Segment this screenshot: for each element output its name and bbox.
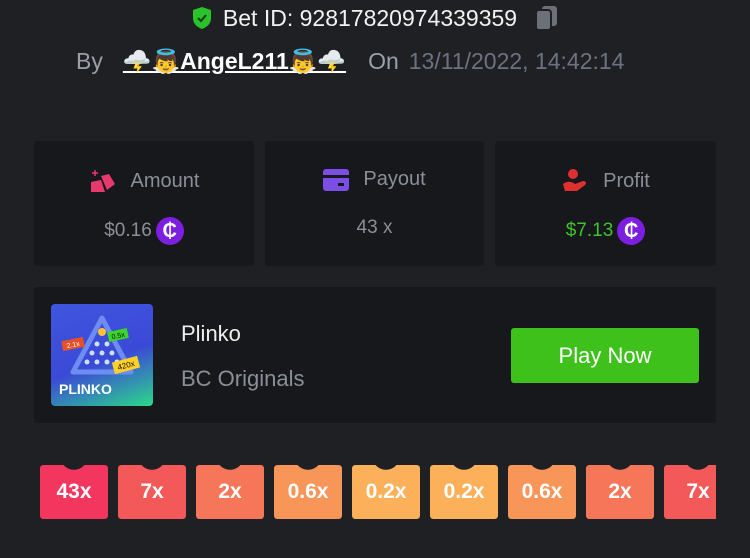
multiplier-tile: 0.6x [508, 465, 576, 519]
by-label: By [76, 48, 103, 74]
copy-icon[interactable] [533, 4, 559, 32]
bet-id: Bet ID: 92817820974339359 [222, 4, 518, 31]
verified-shield-icon [192, 7, 211, 29]
multiplier-tile: 2x [586, 465, 654, 519]
bet-id-row: Bet ID: 92817820974339359 [0, 4, 750, 32]
plinko-logo-icon: 2.1x 0.5x 420x PLINKO [59, 315, 141, 397]
game-name[interactable]: Plinko [181, 321, 241, 346]
multiplier-tile: 7x [118, 465, 186, 519]
svg-text:PLINKO: PLINKO [59, 381, 112, 397]
multiplier-tile: 2x [196, 465, 264, 519]
game-panel: 2.1x 0.5x 420x PLINKO Plinko BC Original… [34, 287, 716, 423]
payout-value: 43 x [356, 217, 393, 238]
multiplier-tile: 0.2x [352, 465, 420, 519]
play-now-button[interactable]: Play Now [511, 328, 699, 383]
amount-icon [90, 170, 115, 192]
multiplier-tile: 0.6x [274, 465, 342, 519]
coin-icon: ₵ [617, 217, 646, 245]
multiplier-tile: 7x [664, 465, 716, 519]
coin-icon: ₵ [155, 217, 184, 245]
bet-meta-row: By 🌩️👼AngeL211👼🌩️ On 13/11/2022, 14:42:1… [76, 48, 624, 75]
svg-text:420x: 420x [117, 359, 136, 372]
plinko-thumbnail[interactable]: 2.1x 0.5x 420x PLINKO [51, 304, 153, 406]
profit-value: $7.13 [565, 220, 614, 241]
on-label: On [368, 48, 399, 74]
username-link[interactable]: 🌩️👼AngeL211👼🌩️ [122, 48, 347, 74]
game-provider: BC Originals [181, 366, 305, 391]
multiplier-tile: 0.2x [430, 465, 498, 519]
card-icon [323, 168, 350, 191]
amount-card: Amount $0.16 ₵ [34, 141, 254, 266]
multiplier-row: 43x 7x 2x 0.6x 0.2x 0.2x 0.6x 2x 7x [40, 465, 716, 519]
svg-text:0.5x: 0.5x [111, 332, 126, 342]
profit-label: Profit [603, 169, 650, 192]
payout-label: Payout [363, 168, 426, 190]
payout-card: Payout 43 x [265, 141, 484, 266]
profit-card: Profit $7.13 ₵ [495, 141, 716, 266]
bet-datetime: 13/11/2022, 14:42:14 [408, 48, 625, 74]
multiplier-tile: 43x [40, 465, 108, 519]
svg-text:2.1x: 2.1x [66, 341, 81, 351]
hand-user-icon [563, 169, 587, 191]
amount-label: Amount [130, 169, 200, 192]
amount-value: $0.16 [104, 220, 152, 241]
